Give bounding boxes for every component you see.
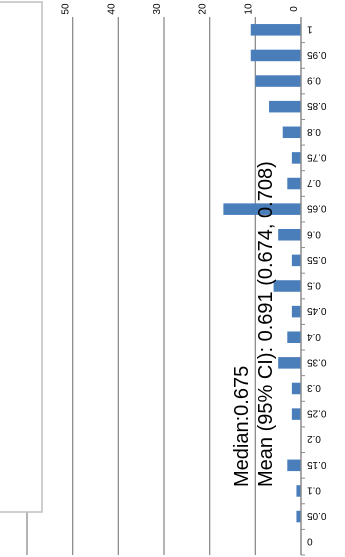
bar-0_3 xyxy=(291,382,301,395)
annotation-median: Median:0.675 xyxy=(231,366,253,487)
bar-0_05 xyxy=(296,510,301,523)
category-tick-label: 0.85 xyxy=(307,100,327,111)
category-tick-label: 0.25 xyxy=(307,408,327,419)
value-tick-label: 10 xyxy=(243,3,254,15)
bar-0_15 xyxy=(287,459,301,472)
value-tick-label: 50 xyxy=(61,3,72,15)
bar-0_7 xyxy=(287,177,301,190)
value-tick-label: 30 xyxy=(152,3,163,15)
category-tick-label: 0.9 xyxy=(307,75,321,86)
category-tick-label: 0.65 xyxy=(307,203,327,214)
bar-0_4 xyxy=(287,331,301,344)
annotation-mean: Mean (95% CI): 0.691 (0.674, 0.708) xyxy=(255,161,277,487)
bar-0_95 xyxy=(250,49,301,62)
category-tick-label: 0.05 xyxy=(307,510,327,521)
bars xyxy=(223,24,301,523)
category-tick-label: 0.1 xyxy=(307,484,321,495)
annotation-box-frame xyxy=(0,1,43,513)
value-tick-label: 0 xyxy=(289,6,300,12)
bar-0_55 xyxy=(291,254,301,267)
category-tick-label: 0.35 xyxy=(307,356,327,367)
category-tick-label: 0.75 xyxy=(307,151,327,162)
bar-0_5 xyxy=(273,280,301,292)
value-tick-label: 20 xyxy=(198,3,209,15)
category-tick-label: 0.4 xyxy=(307,331,321,342)
category-tick-label: 0.3 xyxy=(307,382,321,393)
category-tick-label: 0.95 xyxy=(307,49,327,60)
value-tick-label: 40 xyxy=(106,3,117,15)
category-tick-label: 1 xyxy=(307,23,313,34)
bar-1 xyxy=(250,24,301,36)
category-axis: 0 0.05 0.1 0.15 0.2 0.25 0.3 0.35 0.4 0.45 0.5 0.55… xyxy=(301,23,327,556)
category-tick-label: 0.55 xyxy=(307,254,327,265)
bar-0_75 xyxy=(291,152,301,164)
category-tick-label: 0 xyxy=(307,536,313,547)
bar-0_6 xyxy=(278,228,301,241)
bar-0_85 xyxy=(269,100,301,113)
bar-0_25 xyxy=(291,408,301,420)
bar-0_8 xyxy=(282,126,301,139)
category-tick-label: 0.2 xyxy=(307,433,321,444)
bar-0_1 xyxy=(296,485,301,497)
category-tick-label: 0.7 xyxy=(307,177,321,188)
bar-0_45 xyxy=(291,305,301,318)
category-tick-label: 0.5 xyxy=(307,280,321,291)
category-tick-label: 0.45 xyxy=(307,305,327,316)
bar-0_65 xyxy=(223,203,301,215)
category-tick-label: 0.6 xyxy=(307,228,321,239)
bar-0_9 xyxy=(255,75,301,87)
bar-0_35 xyxy=(278,357,301,369)
category-tick-label: 0.15 xyxy=(307,459,327,470)
category-tick-label: 0.8 xyxy=(307,126,321,137)
annotation-box: Mean (95% CI): 0.691 (0.674, 0.708) Medi… xyxy=(0,1,277,513)
